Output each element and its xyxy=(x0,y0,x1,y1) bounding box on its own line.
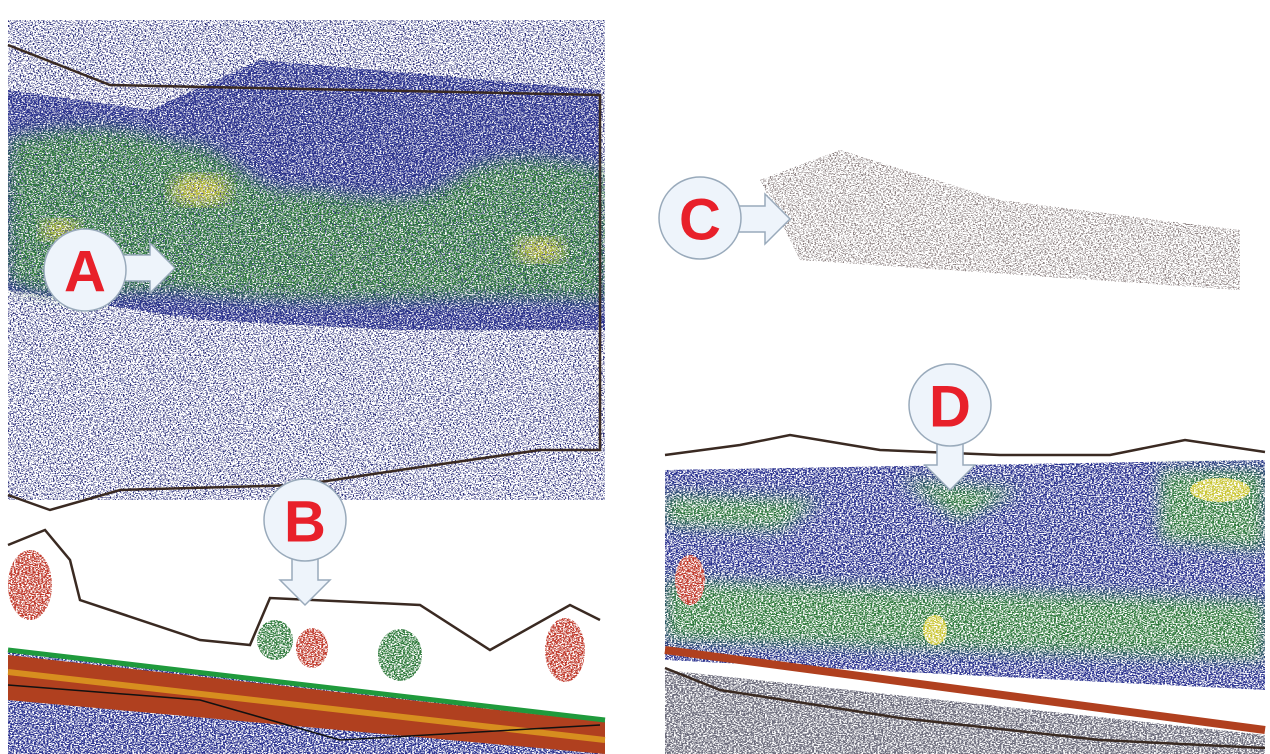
fish-layer xyxy=(665,460,1265,754)
echogram-figure: A B C D xyxy=(0,0,1270,754)
label: B xyxy=(284,490,326,555)
callout-b: B xyxy=(264,479,346,605)
left-echogram xyxy=(8,20,605,754)
scatter-layer xyxy=(760,150,1240,290)
right-echogram xyxy=(665,150,1265,754)
label: D xyxy=(929,375,971,440)
label: A xyxy=(64,240,106,305)
label: C xyxy=(679,188,721,253)
